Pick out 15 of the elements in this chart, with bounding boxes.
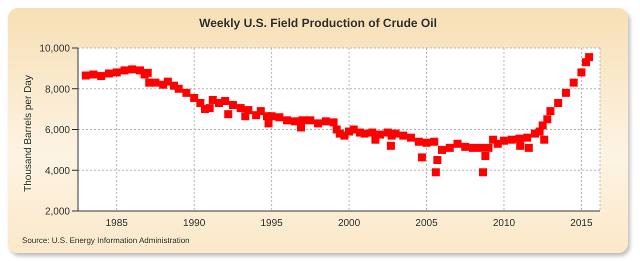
y-axis-title: Thousand Barrels per Day — [22, 74, 34, 192]
x-tick-label: 2010 — [492, 218, 516, 230]
y-tick-label: 2,000 — [44, 206, 70, 218]
x-tick-label: 1985 — [106, 218, 128, 230]
x-tick-label: 1995 — [260, 218, 284, 230]
source-note: Source: U.S. Energy Information Administration — [22, 236, 190, 245]
y-tick-label: 6,000 — [44, 125, 70, 136]
x-tick-label: 2000 — [338, 218, 361, 230]
y-tick-label: 10,000 — [39, 44, 70, 55]
y-tick-label: 4,000 — [44, 166, 70, 177]
y-tick-label: 8,000 — [44, 84, 70, 96]
x-tick-label: 2015 — [570, 218, 593, 230]
chart-title: Weekly U.S. Field Production of Crude Oil — [198, 16, 438, 30]
x-tick-label: 1990 — [183, 218, 206, 230]
x-tick-label: 2005 — [415, 218, 438, 230]
